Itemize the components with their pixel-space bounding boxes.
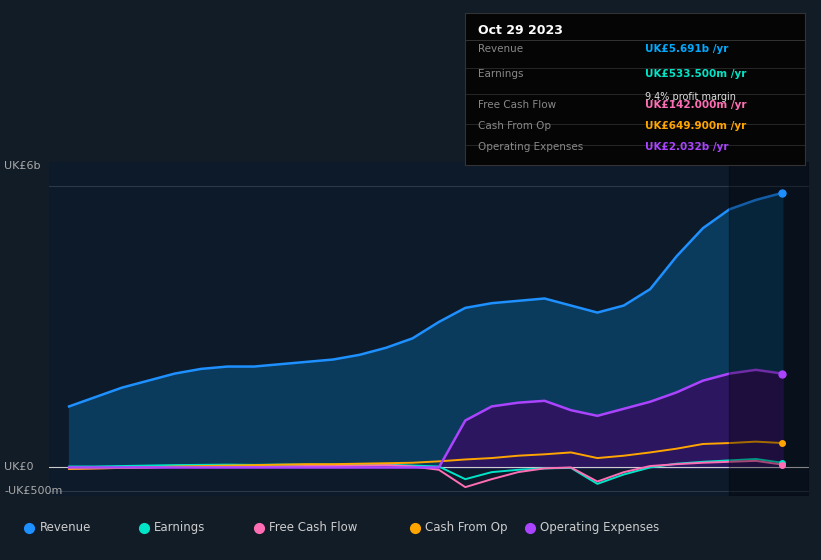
Text: UK£649.900m /yr: UK£649.900m /yr bbox=[645, 121, 746, 131]
Text: UK£0: UK£0 bbox=[4, 463, 34, 473]
Text: Cash From Op: Cash From Op bbox=[425, 521, 507, 534]
Text: Operating Expenses: Operating Expenses bbox=[479, 142, 584, 152]
Text: Revenue: Revenue bbox=[39, 521, 91, 534]
Text: Cash From Op: Cash From Op bbox=[479, 121, 552, 131]
Text: UK£6b: UK£6b bbox=[4, 161, 40, 171]
Text: Earnings: Earnings bbox=[479, 69, 524, 80]
Text: 9.4% profit margin: 9.4% profit margin bbox=[645, 92, 736, 102]
Text: Free Cash Flow: Free Cash Flow bbox=[479, 100, 557, 110]
Text: Oct 29 2023: Oct 29 2023 bbox=[479, 24, 563, 37]
Text: -UK£500m: -UK£500m bbox=[4, 486, 62, 496]
Text: UK£2.032b /yr: UK£2.032b /yr bbox=[645, 142, 729, 152]
Text: Operating Expenses: Operating Expenses bbox=[540, 521, 659, 534]
Text: Earnings: Earnings bbox=[154, 521, 206, 534]
Bar bbox=[729, 162, 809, 496]
Text: Free Cash Flow: Free Cash Flow bbox=[269, 521, 358, 534]
Text: Revenue: Revenue bbox=[479, 44, 524, 54]
Text: UK£533.500m /yr: UK£533.500m /yr bbox=[645, 69, 746, 80]
Text: UK£142.000m /yr: UK£142.000m /yr bbox=[645, 100, 747, 110]
Text: UK£5.691b /yr: UK£5.691b /yr bbox=[645, 44, 729, 54]
